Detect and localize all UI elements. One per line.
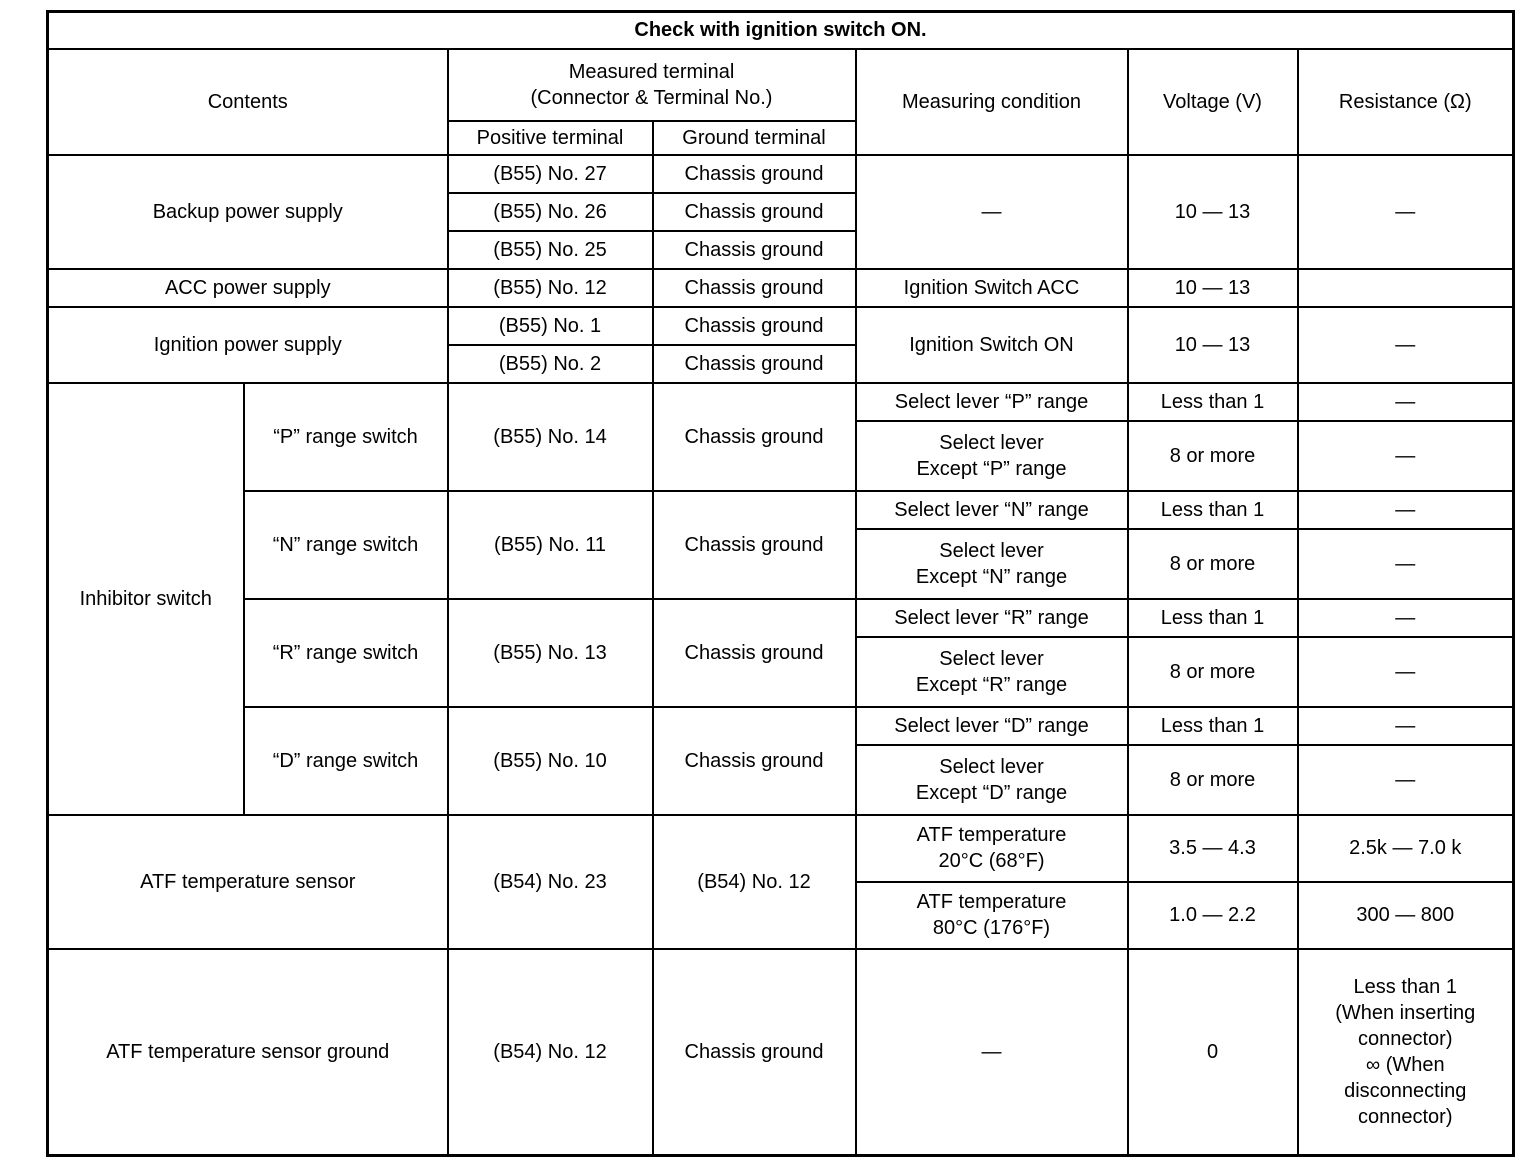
cell-d-range-voltage-2: 8 or more — [1126, 743, 1299, 816]
cell-p-range-resistance-1: — — [1296, 381, 1515, 422]
cell-atf-sensor-condition-1: ATF temperature 20°C (68°F) — [854, 813, 1129, 883]
cell-acc-condition: Ignition Switch ACC — [854, 267, 1129, 308]
cell-atf-ground-gnd: Chassis ground — [651, 947, 857, 1157]
cell-r-range-condition-1: Select lever “R” range — [854, 597, 1129, 638]
header-measuring-condition: Measuring condition — [854, 47, 1129, 156]
cell-d-range-name: “D” range switch — [242, 705, 449, 816]
cell-p-range-name: “P” range switch — [242, 381, 449, 492]
header-resistance: Resistance (Ω) — [1296, 47, 1515, 156]
cell-n-range-pos: (B55) No. 11 — [446, 489, 654, 600]
cell-ignition-label: Ignition power supply — [46, 305, 449, 384]
cell-r-range-resistance-1: — — [1296, 597, 1515, 638]
cell-p-range-condition-1: Select lever “P” range — [854, 381, 1129, 422]
cell-atf-ground-voltage: 0 — [1126, 947, 1299, 1157]
cell-ignition-voltage: 10 — 13 — [1126, 305, 1299, 384]
cell-atf-ground-condition: — — [854, 947, 1129, 1157]
cell-p-range-gnd: Chassis ground — [651, 381, 857, 492]
cell-ignition-gnd-1: Chassis ground — [651, 305, 857, 346]
cell-ignition-condition: Ignition Switch ON — [854, 305, 1129, 384]
cell-p-range-voltage-1: Less than 1 — [1126, 381, 1299, 422]
cell-r-range-name: “R” range switch — [242, 597, 449, 708]
cell-atf-sensor-pos: (B54) No. 23 — [446, 813, 654, 950]
cell-d-range-voltage-1: Less than 1 — [1126, 705, 1299, 746]
cell-inhibitor-label: Inhibitor switch — [46, 381, 245, 816]
cell-p-range-voltage-2: 8 or more — [1126, 419, 1299, 492]
cell-atf-sensor-label: ATF temperature sensor — [46, 813, 449, 950]
cell-n-range-voltage-2: 8 or more — [1126, 527, 1299, 600]
cell-ignition-pos-1: (B55) No. 1 — [446, 305, 654, 346]
cell-n-range-resistance-2: — — [1296, 527, 1515, 600]
cell-p-range-condition-2: Select lever Except “P” range — [854, 419, 1129, 492]
cell-atf-sensor-resistance-2: 300 — 800 — [1296, 880, 1515, 950]
cell-ignition-resistance: — — [1296, 305, 1515, 384]
header-voltage: Voltage (V) — [1126, 47, 1299, 156]
cell-backup-gnd-3: Chassis ground — [651, 229, 857, 270]
cell-atf-ground-pos: (B54) No. 12 — [446, 947, 654, 1157]
cell-n-range-gnd: Chassis ground — [651, 489, 857, 600]
header-ground-terminal: Ground terminal — [651, 119, 857, 156]
cell-n-range-voltage-1: Less than 1 — [1126, 489, 1299, 530]
cell-atf-sensor-condition-2: ATF temperature 80°C (176°F) — [854, 880, 1129, 950]
cell-atf-sensor-voltage-1: 3.5 — 4.3 — [1126, 813, 1299, 883]
cell-ignition-pos-2: (B55) No. 2 — [446, 343, 654, 384]
cell-acc-voltage: 10 — 13 — [1126, 267, 1299, 308]
cell-p-range-pos: (B55) No. 14 — [446, 381, 654, 492]
cell-p-range-resistance-2: — — [1296, 419, 1515, 492]
cell-r-range-voltage-1: Less than 1 — [1126, 597, 1299, 638]
header-positive-terminal: Positive terminal — [446, 119, 654, 156]
cell-r-range-resistance-2: — — [1296, 635, 1515, 708]
cell-atf-sensor-gnd: (B54) No. 12 — [651, 813, 857, 950]
cell-r-range-gnd: Chassis ground — [651, 597, 857, 708]
cell-d-range-condition-2: Select lever Except “D” range — [854, 743, 1129, 816]
cell-backup-condition: — — [854, 153, 1129, 270]
cell-ignition-gnd-2: Chassis ground — [651, 343, 857, 384]
cell-d-range-resistance-1: — — [1296, 705, 1515, 746]
cell-n-range-condition-2: Select lever Except “N” range — [854, 527, 1129, 600]
cell-backup-resistance: — — [1296, 153, 1515, 270]
cell-acc-label: ACC power supply — [46, 267, 449, 308]
cell-backup-gnd-1: Chassis ground — [651, 153, 857, 194]
cell-d-range-pos: (B55) No. 10 — [446, 705, 654, 816]
cell-atf-ground-label: ATF temperature sensor ground — [46, 947, 449, 1157]
cell-backup-pos-2: (B55) No. 26 — [446, 191, 654, 232]
cell-acc-pos: (B55) No. 12 — [446, 267, 654, 308]
cell-d-range-resistance-2: — — [1296, 743, 1515, 816]
cell-acc-resistance — [1296, 267, 1515, 308]
cell-backup-voltage: 10 — 13 — [1126, 153, 1299, 270]
table-title: Check with ignition switch ON. — [46, 10, 1515, 50]
header-measured-terminal: Measured terminal (Connector & Terminal … — [446, 47, 857, 122]
cell-d-range-condition-1: Select lever “D” range — [854, 705, 1129, 746]
cell-d-range-gnd: Chassis ground — [651, 705, 857, 816]
cell-r-range-condition-2: Select lever Except “R” range — [854, 635, 1129, 708]
cell-atf-sensor-voltage-2: 1.0 — 2.2 — [1126, 880, 1299, 950]
cell-backup-pos-3: (B55) No. 25 — [446, 229, 654, 270]
cell-acc-gnd: Chassis ground — [651, 267, 857, 308]
cell-r-range-pos: (B55) No. 13 — [446, 597, 654, 708]
cell-n-range-name: “N” range switch — [242, 489, 449, 600]
header-contents: Contents — [46, 47, 449, 156]
cell-r-range-voltage-2: 8 or more — [1126, 635, 1299, 708]
cell-backup-label: Backup power supply — [46, 153, 449, 270]
cell-n-range-resistance-1: — — [1296, 489, 1515, 530]
inspection-table: Check with ignition switch ON. Contents … — [46, 10, 1516, 1157]
cell-backup-gnd-2: Chassis ground — [651, 191, 857, 232]
cell-atf-sensor-resistance-1: 2.5k — 7.0 k — [1296, 813, 1515, 883]
cell-atf-ground-resistance: Less than 1 (When inserting connector) ∞… — [1296, 947, 1515, 1157]
cell-backup-pos-1: (B55) No. 27 — [446, 153, 654, 194]
cell-n-range-condition-1: Select lever “N” range — [854, 489, 1129, 530]
